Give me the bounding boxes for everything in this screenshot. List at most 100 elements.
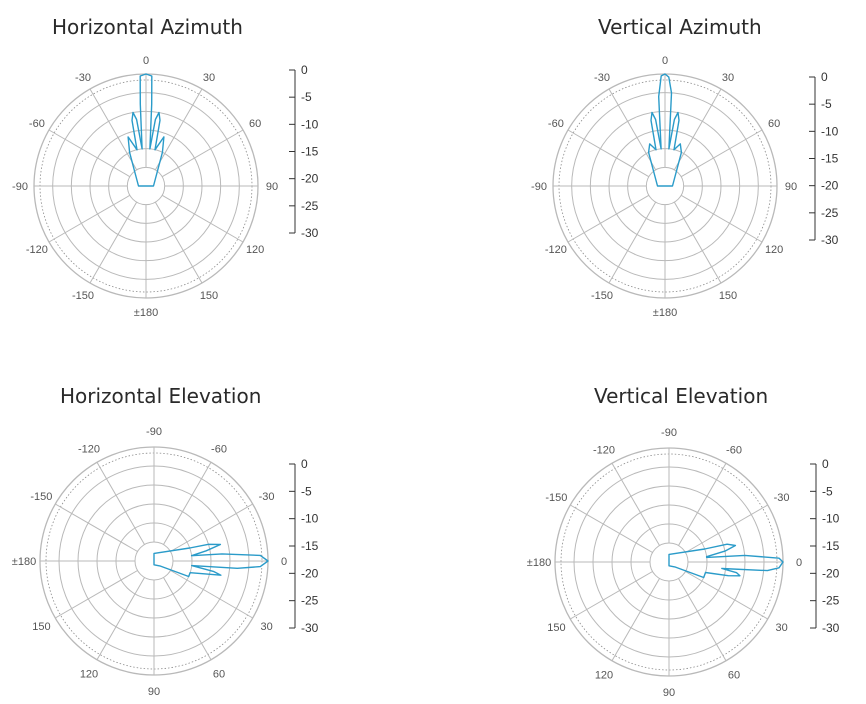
polar-chart: 0 30 60 90 120 150 ±180 -150 -120 -90 -60 -30 0 -5 -10…	[12, 55, 319, 319]
angle-label: 120	[80, 669, 98, 681]
angle-label: -90	[531, 181, 547, 193]
angle-label: 60	[249, 118, 261, 130]
scale-tick-label: -10	[301, 117, 319, 131]
angle-label: ±180	[527, 557, 551, 569]
grid-spoke	[161, 194, 244, 243]
polar-chart: -90 -60 -30 0 30 60 90 120 150 ±180 -150 -120 0 -5 -10…	[527, 427, 840, 699]
scale-tick-label: -30	[301, 621, 319, 635]
scale-tick-label: -25	[821, 206, 839, 220]
db-scale: 0 -5 -10 -15 -20 -25 -30	[810, 457, 840, 635]
grid-spoke	[55, 570, 138, 619]
angle-label: 0	[662, 55, 668, 67]
angle-label: 90	[785, 181, 797, 193]
angle-label: -90	[12, 181, 28, 193]
scale-tick-label: -15	[301, 539, 319, 553]
grid-spoke	[680, 129, 763, 178]
angle-label: -30	[259, 491, 275, 503]
scale-tick-label: -5	[821, 97, 832, 111]
angle-label: 150	[719, 290, 737, 302]
scale-tick-label: 0	[822, 457, 829, 471]
db-scale: 0 -5 -10 -15 -20 -25 -30	[289, 457, 319, 635]
grid-spoke	[570, 571, 653, 620]
grid-spoke	[55, 503, 138, 552]
grid-spoke	[680, 194, 763, 243]
angle-label: -30	[75, 72, 91, 84]
grid-spoke	[163, 577, 212, 660]
angle-label: 90	[663, 687, 675, 699]
angle-label: -90	[661, 427, 677, 439]
polar-chart: 0 30 60 90 120 150 ±180 -150 -120 -90 -60 -30 0 -5 -10…	[531, 55, 839, 319]
angle-label: -30	[774, 492, 790, 504]
scale-tick-label: -20	[301, 172, 319, 186]
scale-tick-label: -5	[822, 484, 833, 498]
grid-spoke	[570, 504, 653, 553]
radiation-pattern-series	[668, 543, 784, 579]
angle-label: 90	[266, 181, 278, 193]
scale-tick-label: -15	[301, 145, 319, 159]
grid-spoke	[673, 201, 722, 284]
angle-label: 60	[768, 118, 780, 130]
angle-label: -150	[591, 290, 613, 302]
grid-spoke	[170, 570, 253, 619]
radiation-pattern-series	[127, 73, 165, 187]
grid-spoke	[678, 578, 727, 661]
angle-label: -60	[548, 118, 564, 130]
scale-tick-label: -30	[301, 226, 319, 240]
angle-label: -60	[726, 444, 742, 456]
angle-label: 30	[775, 622, 787, 634]
radiation-pattern-series	[647, 73, 683, 187]
grid-spoke	[89, 88, 138, 171]
grid-spoke	[611, 578, 660, 661]
grid-spoke	[611, 463, 660, 546]
angle-label: 150	[547, 622, 565, 634]
db-scale: 0 -5 -10 -15 -20 -25 -30	[289, 63, 319, 240]
chart-title: Horizontal Azimuth	[52, 15, 243, 39]
angle-label: 150	[32, 621, 50, 633]
scale-tick-label: 0	[821, 70, 828, 84]
scale-tick-label: -20	[821, 179, 839, 193]
scale-tick-label: -30	[821, 233, 839, 247]
grid-spoke	[567, 129, 650, 178]
scale-tick-label: -25	[301, 594, 319, 608]
angle-label: ±180	[134, 307, 158, 319]
scale-tick-label: -10	[821, 124, 839, 138]
grid-spoke	[673, 88, 722, 171]
angle-label: 30	[722, 72, 734, 84]
grid-spoke	[685, 504, 768, 553]
angle-label: 60	[213, 669, 225, 681]
angle-label: 120	[595, 670, 613, 682]
angle-label: 120	[765, 244, 783, 256]
scale-tick-label: -25	[301, 199, 319, 213]
scale-tick-label: -15	[822, 539, 840, 553]
grid-spoke	[608, 88, 657, 171]
chart-title: Vertical Azimuth	[598, 15, 762, 39]
angle-label: 0	[796, 557, 802, 569]
radiation-pattern-series	[153, 543, 269, 578]
grid-spoke	[608, 201, 657, 284]
angle-label: 150	[200, 290, 218, 302]
angle-label: -120	[26, 244, 48, 256]
grid-spoke	[170, 503, 253, 552]
angle-label: 0	[281, 556, 287, 568]
chart-title: Vertical Elevation	[594, 384, 769, 408]
db-scale: 0 -5 -10 -15 -20 -25 -30	[809, 70, 839, 247]
angle-label: ±180	[12, 556, 36, 568]
scale-tick-label: -5	[301, 484, 312, 498]
angle-label: 0	[143, 55, 149, 67]
grid-spoke	[567, 194, 650, 243]
angle-label: ±180	[653, 307, 677, 319]
scale-tick-label: -5	[301, 90, 312, 104]
angle-label: 90	[148, 686, 160, 698]
angle-label: -30	[594, 72, 610, 84]
grid-spoke	[154, 88, 203, 171]
angle-label: -120	[545, 244, 567, 256]
grid-spoke	[163, 462, 212, 545]
angle-label: -150	[72, 290, 94, 302]
angle-label: 30	[203, 72, 215, 84]
scale-tick-label: -10	[822, 512, 840, 526]
scale-tick-label: -20	[301, 566, 319, 580]
angle-label: 60	[728, 670, 740, 682]
polar-chart: -90 -60 -30 0 30 60 90 120 150 ±180 -150 -120 0 -5 -10…	[12, 426, 319, 698]
angle-label: -120	[593, 444, 615, 456]
chart-title: Horizontal Elevation	[60, 384, 262, 408]
